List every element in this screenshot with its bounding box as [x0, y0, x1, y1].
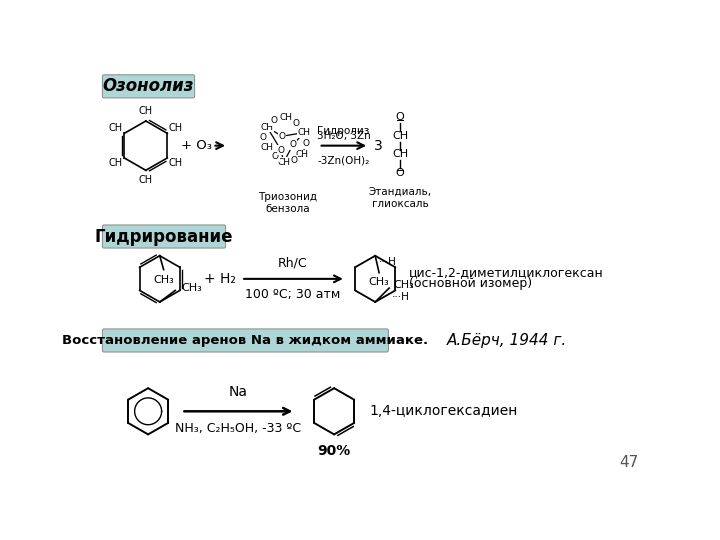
Text: Гидролиз: Гидролиз	[318, 126, 369, 137]
Text: CH: CH	[169, 158, 183, 168]
Text: CH: CH	[261, 123, 274, 132]
Text: O: O	[271, 116, 278, 125]
Text: CH₃: CH₃	[181, 283, 202, 293]
Text: Триозонид
бензола: Триозонид бензола	[258, 192, 317, 214]
Text: Восстановление аренов Na в жидком аммиаке.: Восстановление аренов Na в жидком аммиак…	[63, 334, 428, 347]
Text: ···H: ···H	[392, 292, 410, 302]
Text: 3H₂O, 3Zn: 3H₂O, 3Zn	[317, 131, 370, 141]
Text: + O₃: + O₃	[181, 139, 212, 152]
FancyBboxPatch shape	[102, 225, 225, 248]
Text: O: O	[272, 152, 279, 161]
Text: 90%: 90%	[318, 444, 351, 457]
Text: Этандиаль,
глиоксаль: Этандиаль, глиоксаль	[369, 186, 431, 209]
Text: Na: Na	[228, 385, 248, 399]
FancyBboxPatch shape	[102, 75, 194, 98]
Text: O: O	[395, 167, 405, 178]
Text: + H₂: + H₂	[204, 272, 236, 286]
Text: CH: CH	[139, 176, 153, 185]
Text: O: O	[289, 140, 297, 149]
Text: O: O	[277, 146, 284, 154]
Text: (основной изомер): (основной изомер)	[409, 277, 532, 290]
Text: CH: CH	[279, 113, 292, 122]
Text: CH: CH	[277, 158, 290, 167]
Text: CH: CH	[392, 149, 408, 159]
Text: CH: CH	[261, 143, 274, 152]
Text: O: O	[292, 119, 300, 128]
Text: CH: CH	[296, 150, 309, 159]
Text: А.Бёрч, 1944 г.: А.Бёрч, 1944 г.	[446, 333, 567, 348]
Text: O: O	[260, 133, 267, 141]
Text: 1,4-циклогексадиен: 1,4-циклогексадиен	[369, 404, 518, 418]
Text: CH: CH	[169, 123, 183, 133]
Text: O: O	[290, 156, 297, 165]
Text: Rh/C: Rh/C	[278, 256, 308, 269]
Text: CH: CH	[109, 158, 122, 168]
Text: Озонолиз: Озонолиз	[103, 77, 194, 96]
FancyBboxPatch shape	[102, 329, 388, 352]
Text: CH₃: CH₃	[153, 275, 174, 285]
Text: 100 ºC; 30 атм: 100 ºC; 30 атм	[246, 288, 341, 301]
Text: ···H: ···H	[379, 257, 397, 267]
Text: -3Zn(OH)₂: -3Zn(OH)₂	[318, 156, 369, 166]
Text: CH: CH	[139, 106, 153, 116]
Text: цис-1,2-диметилциклогексан: цис-1,2-диметилциклогексан	[409, 266, 604, 279]
Text: O: O	[395, 112, 405, 122]
Text: 3: 3	[374, 139, 383, 153]
Text: CH₃: CH₃	[394, 280, 415, 290]
Text: CH₃: CH₃	[369, 278, 390, 287]
Text: O: O	[302, 139, 310, 148]
Text: NH₃, C₂H₅OH, -33 ºC: NH₃, C₂H₅OH, -33 ºC	[175, 422, 301, 435]
Text: Гидрирование: Гидрирование	[95, 227, 233, 246]
Text: 47: 47	[619, 455, 639, 470]
Text: O: O	[279, 132, 285, 141]
Text: CH: CH	[297, 128, 311, 137]
Text: CH: CH	[392, 131, 408, 140]
Text: CH: CH	[109, 123, 122, 133]
